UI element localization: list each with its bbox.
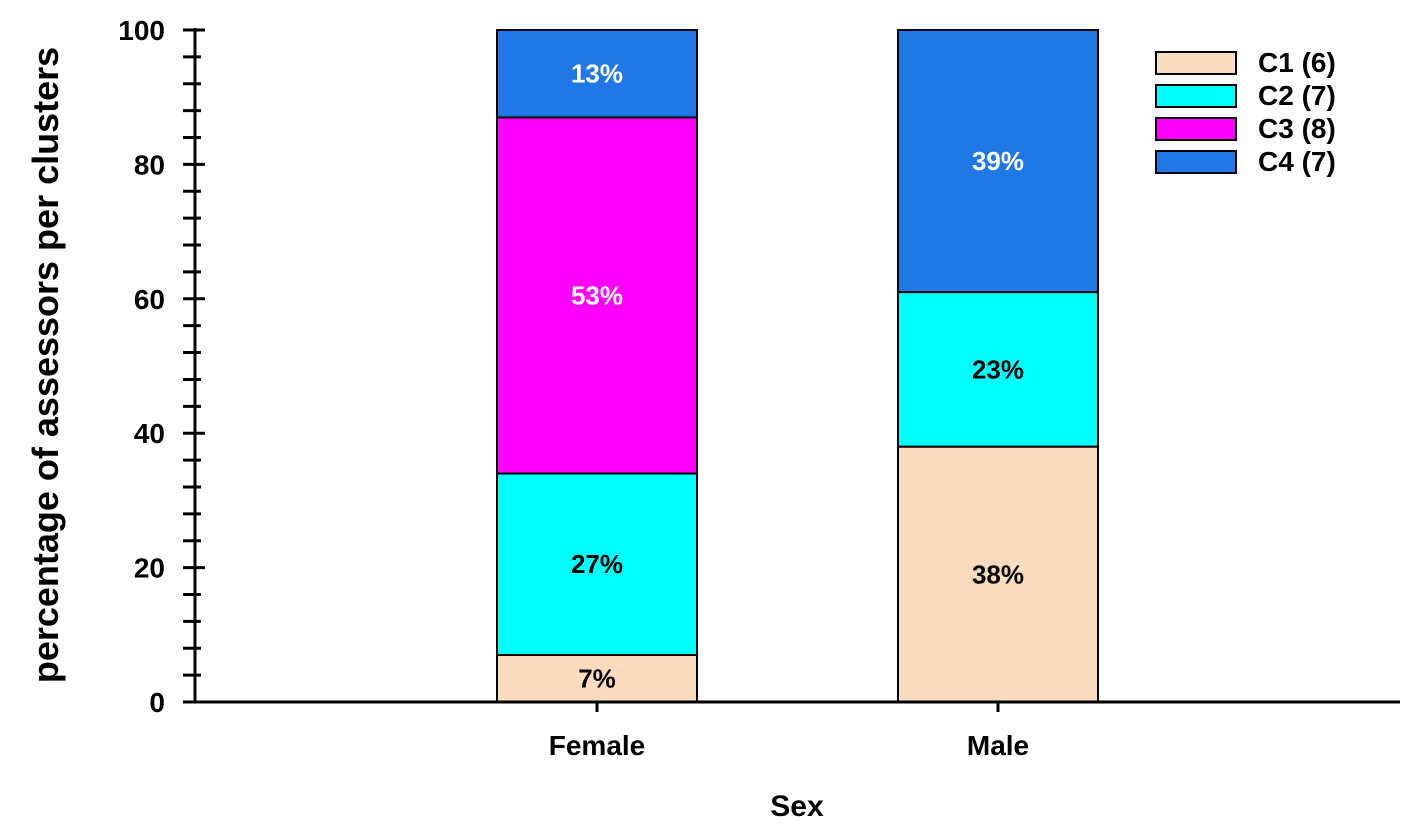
legend-label-2: C2 (7) bbox=[1258, 80, 1336, 111]
bar-segment-male-4 bbox=[897, 29, 1099, 294]
x-tick-label-female: Female bbox=[549, 730, 646, 761]
y-tick-label: 0 bbox=[149, 687, 165, 718]
y-axis-label-group: percentage of assessors per clusters bbox=[25, 47, 66, 683]
bar-segment-male-1 bbox=[897, 445, 1099, 704]
bar-segment-male-2 bbox=[897, 291, 1099, 448]
legend: C1 (6)C2 (7)C3 (8)C4 (7) bbox=[1155, 47, 1336, 177]
bar-segment-female-4 bbox=[496, 29, 698, 119]
x-axis-label: Sex bbox=[770, 790, 824, 823]
legend-label-1: C1 (6) bbox=[1258, 47, 1336, 78]
bar-segment-female-2 bbox=[496, 472, 698, 656]
y-tick-label: 20 bbox=[134, 553, 165, 584]
bar-segment-female-1 bbox=[496, 653, 698, 704]
y-tick-label: 60 bbox=[134, 284, 165, 315]
data-label-female-2: 27% bbox=[571, 549, 623, 579]
legend-label-3: C3 (8) bbox=[1258, 113, 1336, 144]
data-label-male-2: 23% bbox=[972, 354, 1024, 384]
data-label-male-1: 38% bbox=[972, 559, 1024, 589]
legend-swatch-1 bbox=[1155, 51, 1237, 75]
y-tick-label: 80 bbox=[134, 149, 165, 180]
data-label-female-4: 13% bbox=[571, 59, 623, 89]
x-tick-label-male: Male bbox=[967, 730, 1029, 761]
y-tick-label: 40 bbox=[134, 418, 165, 449]
legend-swatch-4 bbox=[1155, 150, 1237, 174]
legend-label-4: C4 (7) bbox=[1258, 146, 1336, 177]
axes-layer: 0 20 40 60 80 100 Female Male bbox=[118, 15, 1400, 761]
data-label-female-1: 7% bbox=[578, 663, 616, 693]
y-tick-label: 100 bbox=[118, 15, 165, 46]
data-label-male-4: 39% bbox=[972, 146, 1024, 176]
data-label-female-3: 53% bbox=[571, 280, 623, 310]
y-axis-label: percentage of assessors per clusters bbox=[25, 47, 66, 683]
legend-swatch-2 bbox=[1155, 84, 1237, 108]
legend-swatch-3 bbox=[1155, 117, 1237, 141]
bars-layer: 7% 27% 53% 13% 38% 23% 39% bbox=[496, 29, 1099, 704]
